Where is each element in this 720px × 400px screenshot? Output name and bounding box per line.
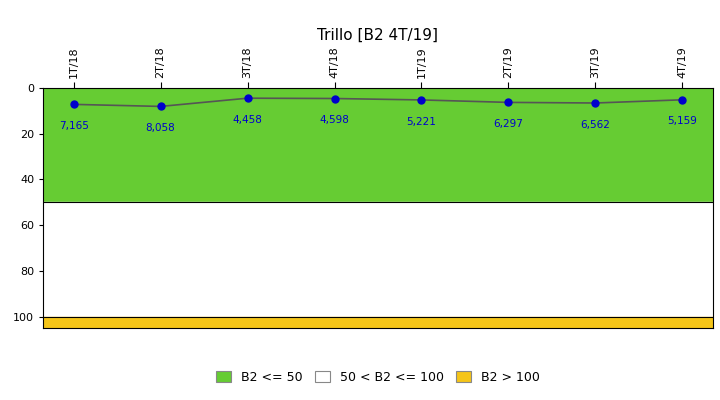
Point: [329, 95, 341, 102]
Bar: [43, 202, 713, 316]
Point: [155, 103, 166, 110]
Text: 6,297: 6,297: [493, 119, 523, 129]
Text: 5,159: 5,159: [667, 116, 697, 126]
Point: [503, 99, 514, 106]
Text: 7,165: 7,165: [59, 121, 89, 131]
Title: Trillo [B2 4T/19]: Trillo [B2 4T/19]: [318, 27, 438, 42]
Point: [415, 97, 427, 103]
Bar: [43, 316, 713, 328]
Text: 4,598: 4,598: [320, 115, 349, 125]
Point: [68, 101, 79, 108]
Text: 4,458: 4,458: [233, 115, 263, 125]
Point: [590, 100, 601, 106]
Text: 5,221: 5,221: [407, 117, 436, 127]
Legend: B2 <= 50, 50 < B2 <= 100, B2 > 100: B2 <= 50, 50 < B2 <= 100, B2 > 100: [211, 366, 545, 389]
Text: 8,058: 8,058: [145, 123, 176, 133]
Bar: [43, 88, 713, 202]
Text: 6,562: 6,562: [580, 120, 611, 130]
Point: [677, 96, 688, 103]
Point: [242, 95, 253, 101]
